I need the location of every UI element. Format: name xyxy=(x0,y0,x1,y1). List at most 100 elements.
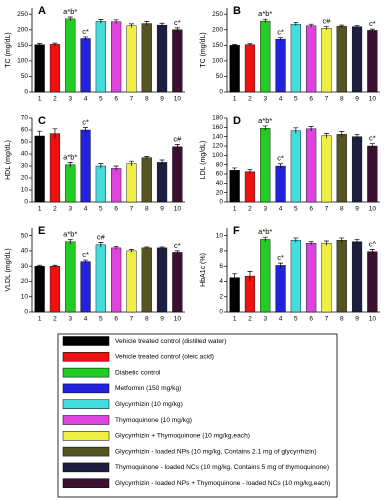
error-bar xyxy=(144,246,150,249)
annotation: a*b* xyxy=(63,229,77,238)
y-tick-label: 100 xyxy=(212,58,223,65)
x-tick-label: 8 xyxy=(340,206,344,213)
error-bar xyxy=(37,264,43,268)
bar xyxy=(275,38,286,93)
x-tick-label: 6 xyxy=(309,96,313,103)
bar xyxy=(275,265,286,313)
error-bar xyxy=(323,240,329,246)
y-tick-label: 120 xyxy=(212,143,223,150)
bar xyxy=(49,133,61,203)
error-bar xyxy=(174,250,180,254)
legend-label: Thymoquinone (10 mg/kg) xyxy=(115,417,192,424)
error-bar xyxy=(113,245,119,250)
error-bar xyxy=(354,133,360,139)
error-bar xyxy=(247,168,253,174)
y-tick-label: 40 xyxy=(21,151,29,158)
error-bar xyxy=(83,127,89,133)
y-tick-label: 50 xyxy=(21,73,29,80)
x-tick-label: 7 xyxy=(325,316,329,323)
error-bar xyxy=(232,273,238,282)
x-tick-label: 3 xyxy=(263,206,267,213)
error-bar xyxy=(128,160,134,166)
y-tick-label: 0 xyxy=(24,89,28,96)
y-axis-label: LDL (mg/dL) xyxy=(200,141,207,180)
x-tick-label: 10 xyxy=(174,206,182,213)
y-tick-label: 180 xyxy=(212,115,223,122)
y-tick-label: 10 xyxy=(21,293,29,300)
error-bar xyxy=(52,42,58,46)
panel-label: E xyxy=(38,225,45,237)
bar xyxy=(95,244,106,313)
bar xyxy=(65,241,76,313)
bar xyxy=(275,165,286,203)
error-bar xyxy=(247,271,253,281)
legend-swatch xyxy=(62,336,110,346)
y-tick-label: 0 xyxy=(219,309,223,316)
y-tick-label: 250 xyxy=(212,11,223,18)
bar xyxy=(80,261,91,313)
annotation: a*b* xyxy=(63,7,77,16)
legend-swatch xyxy=(62,399,110,409)
error-bar xyxy=(262,18,268,23)
error-bar xyxy=(278,262,284,268)
legend-label: Glycyrrhizin + Thymoquinone (10 mg/kg,ea… xyxy=(115,433,250,440)
bar xyxy=(321,28,332,93)
error-bar xyxy=(308,241,314,245)
y-tick-label: 100 xyxy=(17,58,28,65)
bar xyxy=(290,240,301,313)
annotation: c# xyxy=(97,232,106,241)
error-bar xyxy=(128,249,134,253)
bar xyxy=(141,157,152,203)
bar xyxy=(244,275,256,313)
bar xyxy=(244,44,256,93)
legend-swatch xyxy=(62,478,110,488)
error-bar xyxy=(308,23,314,28)
x-tick-label: 2 xyxy=(248,316,252,323)
annotation: c* xyxy=(174,241,181,250)
error-bar xyxy=(232,167,238,173)
x-tick-label: 10 xyxy=(369,96,377,103)
error-bar xyxy=(83,36,89,41)
x-tick-label: 8 xyxy=(145,316,149,323)
bar xyxy=(351,136,363,203)
bar xyxy=(156,247,168,313)
y-tick-label: 0 xyxy=(219,89,223,96)
error-bar xyxy=(144,21,150,26)
bar xyxy=(367,251,378,313)
legend-label: Diabetic control xyxy=(115,369,161,376)
y-tick-label: 60 xyxy=(21,127,29,134)
error-bar xyxy=(308,126,314,132)
y-tick-label: 140 xyxy=(212,133,223,140)
bar xyxy=(229,45,240,93)
x-tick-label: 10 xyxy=(369,206,377,213)
x-tick-label: 3 xyxy=(263,316,267,323)
bar xyxy=(80,38,91,93)
x-tick-label: 8 xyxy=(340,316,344,323)
x-tick-label: 7 xyxy=(130,316,134,323)
bar xyxy=(126,25,137,93)
y-axis-label: HbA1c (%) xyxy=(200,253,207,287)
x-tick-label: 9 xyxy=(355,206,359,213)
error-bar xyxy=(354,239,360,245)
annotation: c* xyxy=(174,18,181,27)
legend-swatch xyxy=(62,367,110,378)
bar xyxy=(336,134,347,203)
error-bar xyxy=(174,144,180,150)
x-tick-label: 4 xyxy=(279,206,283,213)
legend-label: Glycyrrhizin (10 mg/kg) xyxy=(115,401,183,408)
bar xyxy=(306,25,317,93)
x-tick-label: 1 xyxy=(233,206,237,213)
y-tick-label: 0 xyxy=(219,199,223,206)
error-bar xyxy=(159,246,165,249)
x-tick-label: 7 xyxy=(130,96,134,103)
error-bar xyxy=(113,165,119,171)
annotation: c* xyxy=(369,19,376,28)
bar xyxy=(260,20,271,93)
legend-label: Metformin (150 mg/kg) xyxy=(115,385,181,392)
bar xyxy=(111,168,122,203)
x-tick-label: 9 xyxy=(160,96,164,103)
y-tick-label: 2 xyxy=(219,293,223,300)
y-axis-label: VLDL (mg/dL) xyxy=(5,248,12,291)
x-tick-label: 2 xyxy=(248,96,252,103)
